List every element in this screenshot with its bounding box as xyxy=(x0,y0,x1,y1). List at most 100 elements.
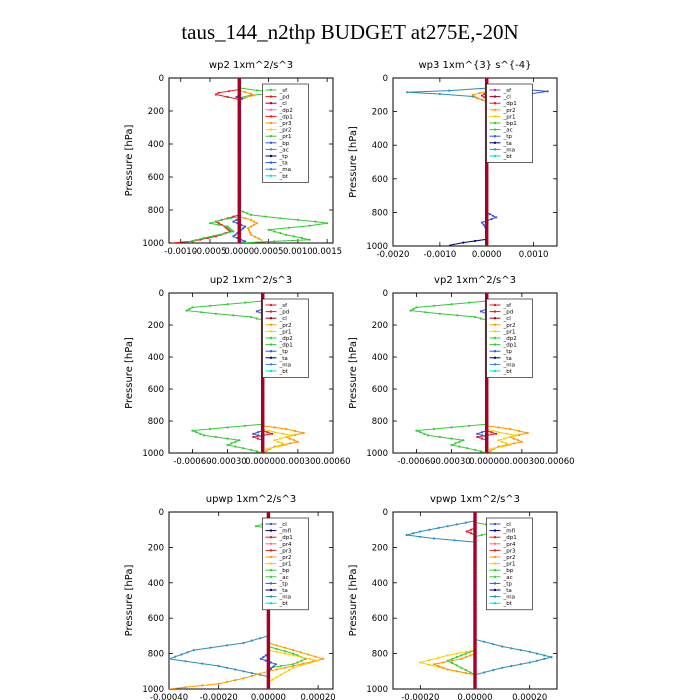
legend-marker xyxy=(493,369,497,373)
data-point xyxy=(248,231,252,234)
legend-marker xyxy=(493,128,497,131)
y-tick-label: 400 xyxy=(372,141,388,151)
data-point xyxy=(469,528,472,531)
y-tick-label: 400 xyxy=(148,140,164,150)
y-tick-label: 1000 xyxy=(366,449,388,459)
data-point xyxy=(482,223,485,226)
data-point xyxy=(293,433,296,437)
data-point xyxy=(252,435,255,439)
data-point xyxy=(480,431,484,434)
legend-entry: _dp1 xyxy=(502,535,516,541)
data-point xyxy=(489,449,492,452)
data-point xyxy=(244,225,247,228)
data-point xyxy=(273,431,276,434)
data-point xyxy=(510,647,513,650)
legend-marker xyxy=(269,602,273,605)
data-point xyxy=(283,671,287,674)
y-tick-label: 0 xyxy=(159,508,164,518)
data-point xyxy=(473,239,477,243)
legend-marker xyxy=(269,310,273,313)
legend-entry: _ta xyxy=(502,588,511,594)
legend-entry: _pr2 xyxy=(278,323,291,329)
legend-marker xyxy=(493,343,497,346)
y-tick-label: 800 xyxy=(372,417,388,427)
data-point xyxy=(405,533,408,537)
legend-marker xyxy=(269,363,273,366)
data-point xyxy=(191,306,194,309)
x-tick-label: -0.00020 xyxy=(401,693,439,700)
legend-marker xyxy=(269,536,273,539)
data-point xyxy=(220,218,223,221)
data-point xyxy=(267,228,270,231)
legend-marker xyxy=(269,569,273,572)
legend-marker xyxy=(269,575,273,578)
data-point xyxy=(528,661,531,664)
y-tick-label: 0 xyxy=(159,289,164,299)
x-tick-label: -0.0020 xyxy=(377,250,410,260)
legend-entry: _pr3 xyxy=(278,121,292,127)
data-point xyxy=(283,652,287,655)
data-point xyxy=(469,532,472,535)
data-point xyxy=(227,228,230,231)
data-point xyxy=(471,95,474,98)
legend-marker xyxy=(269,323,273,326)
legend-entry: _sf xyxy=(502,88,512,94)
data-point xyxy=(232,235,235,238)
data-point xyxy=(543,654,546,657)
data-point xyxy=(479,317,482,320)
panel-vp2: vp2 1xm^2/s^3 Pressure [hPa] 0 200 400 600 800… xyxy=(348,275,575,467)
legend-marker xyxy=(269,102,273,105)
data-point xyxy=(495,432,498,435)
y-tick-label: 400 xyxy=(148,353,164,363)
data-point xyxy=(300,236,303,240)
legend-entry: _tp xyxy=(278,154,288,160)
y-axis-label: Pressure [hPa] xyxy=(124,337,135,409)
data-point xyxy=(479,450,482,453)
data-point xyxy=(442,661,445,664)
data-point xyxy=(455,656,458,659)
legend-marker xyxy=(493,135,497,138)
legend-entry: _cl xyxy=(502,316,511,322)
data-point xyxy=(252,432,255,435)
data-point xyxy=(241,97,244,100)
legend-marker xyxy=(269,88,273,92)
data-point xyxy=(448,89,451,92)
legend-marker xyxy=(269,108,273,112)
data-point xyxy=(469,671,472,674)
data-point xyxy=(300,656,303,659)
data-point xyxy=(234,233,237,236)
legend-entry: _dp2 xyxy=(278,108,292,114)
y-axis-label: Pressure [hPa] xyxy=(124,125,135,197)
data-point xyxy=(473,95,477,98)
legend-entry: _dp1 xyxy=(278,535,292,541)
y-tick-label: 1000 xyxy=(366,242,388,252)
data-point xyxy=(483,671,486,674)
data-point xyxy=(412,307,415,311)
legend-entry: _pd xyxy=(278,310,289,316)
data-point xyxy=(450,426,453,429)
legend-marker xyxy=(269,343,273,346)
data-point xyxy=(254,525,258,528)
y-tick-label: 600 xyxy=(148,385,164,395)
panel-title: up2 1xm^2/s^3 xyxy=(210,275,292,286)
data-point xyxy=(446,654,449,657)
data-point xyxy=(464,521,467,524)
data-point xyxy=(492,669,495,672)
series-line xyxy=(407,78,488,246)
legend-marker xyxy=(269,148,273,151)
data-point xyxy=(473,685,477,689)
data-point xyxy=(428,663,431,666)
legend-marker xyxy=(493,522,497,526)
y-axis-label: Pressure [hPa] xyxy=(348,337,359,409)
data-point xyxy=(232,230,235,233)
data-point xyxy=(256,437,260,440)
data-point xyxy=(455,664,458,667)
data-point xyxy=(242,670,245,673)
y-tick-label: 600 xyxy=(148,614,164,624)
data-point xyxy=(450,443,453,447)
data-point xyxy=(464,669,467,672)
legend-entry: _pr2 xyxy=(502,108,515,114)
x-tick-label: -0.00030 xyxy=(208,457,246,467)
data-point xyxy=(473,448,477,451)
legend-entry: _pd xyxy=(278,95,289,101)
